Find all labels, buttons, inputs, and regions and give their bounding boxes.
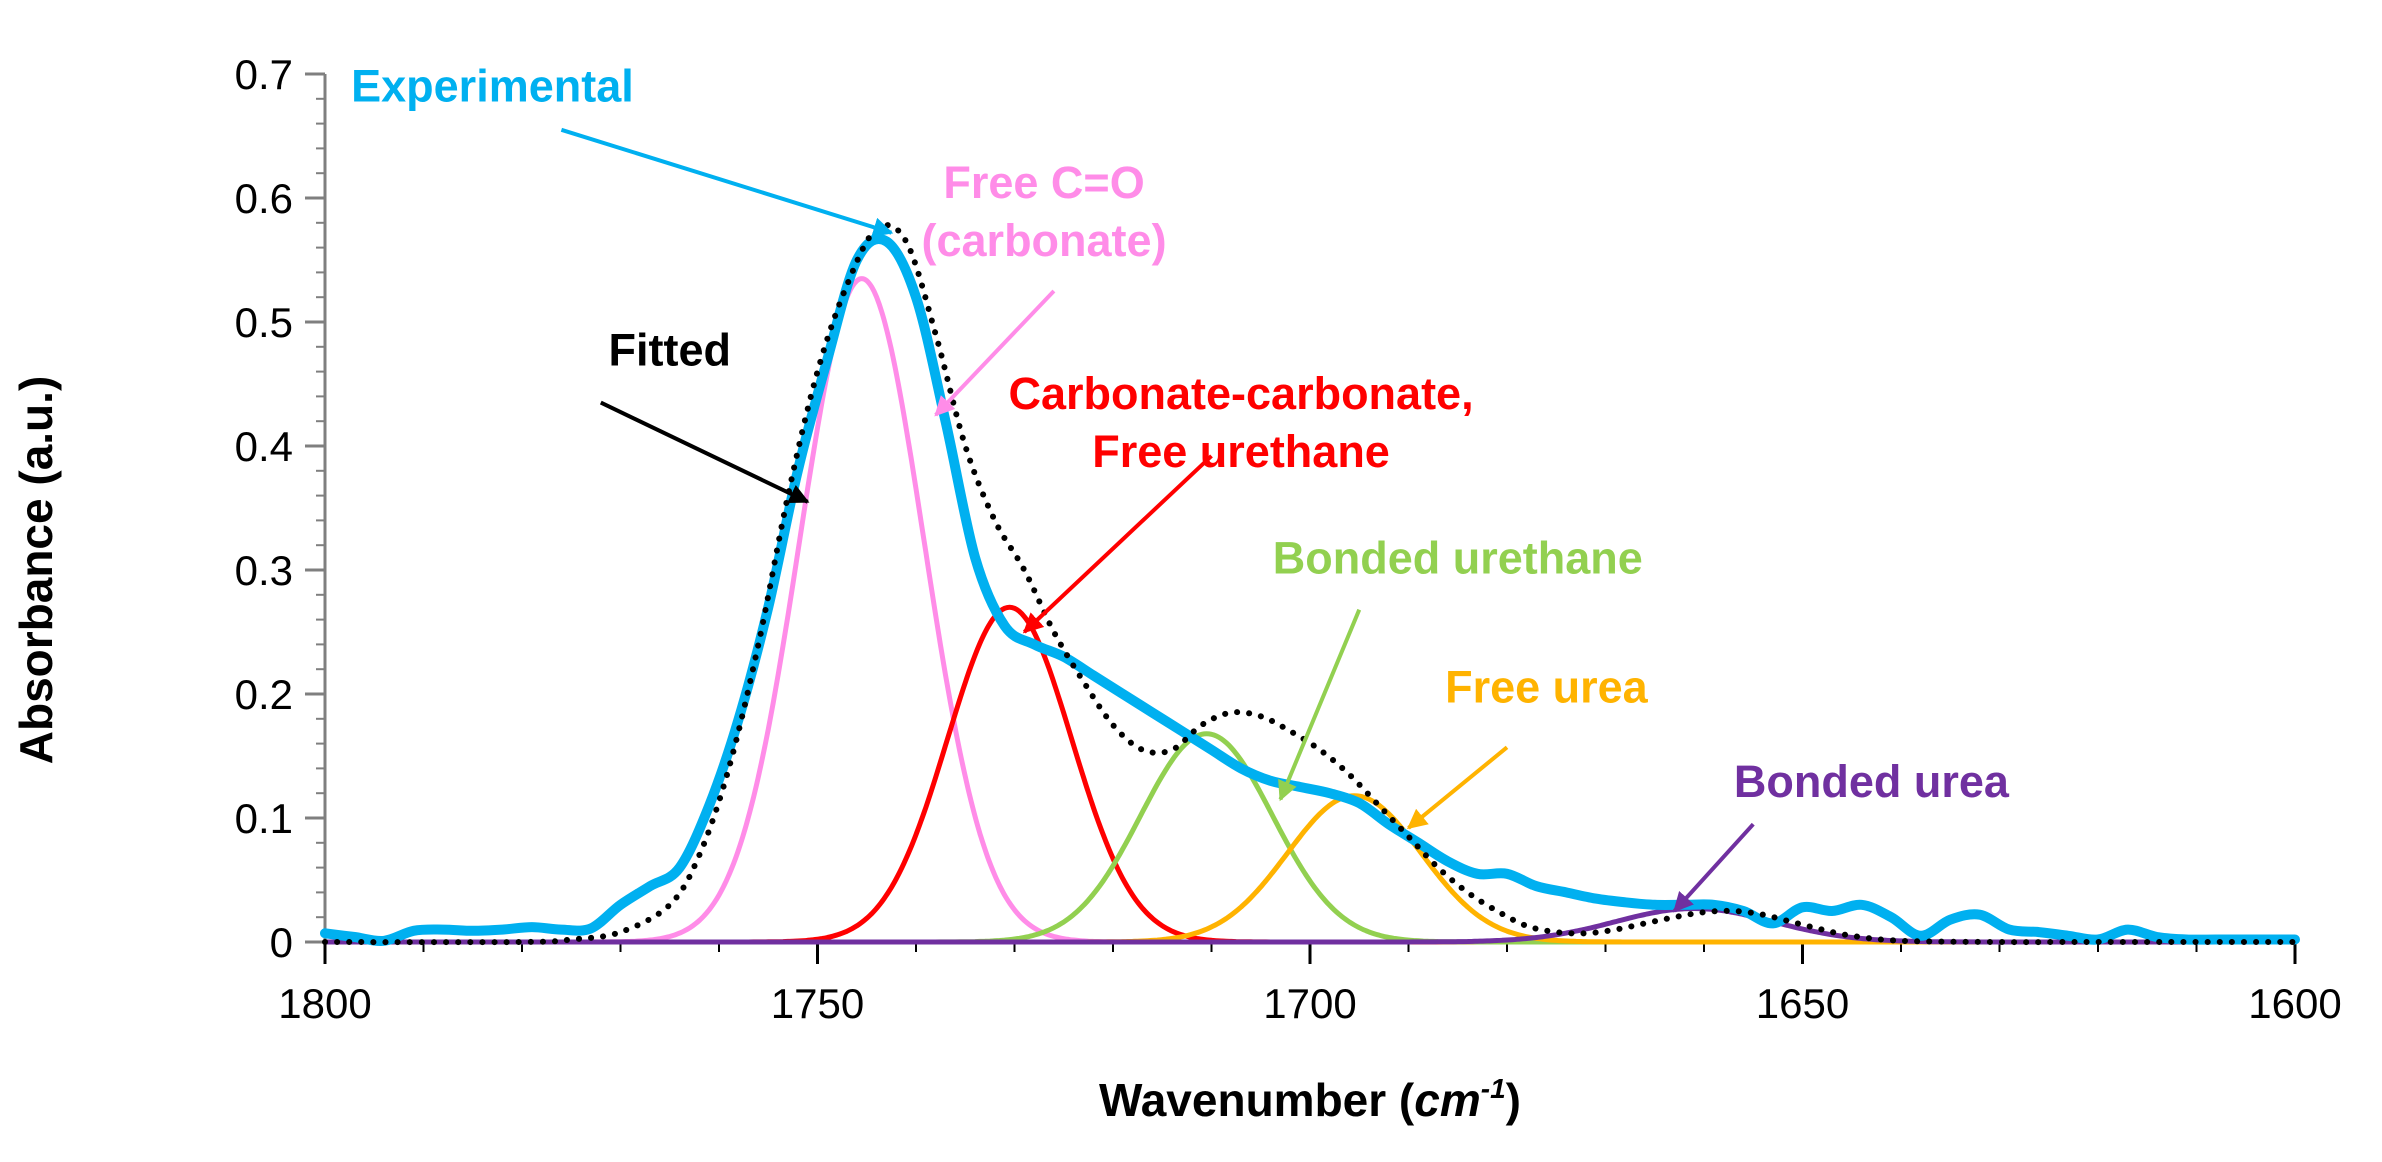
annotation-line: Experimental: [351, 60, 634, 111]
annotation-arrow-bonded-urea: [1672, 822, 1755, 913]
series-layer: [320, 222, 2300, 946]
y-tick-label: 0.6: [235, 175, 293, 222]
y-tick-label: 0.2: [235, 671, 293, 718]
y-tick-label: 0.3: [235, 547, 293, 594]
annotation-label-carbonate-carbonate: Carbonate-carbonate, Free urethane: [1008, 368, 1473, 477]
annotation-line: Fitted: [609, 324, 731, 375]
x-axis-title-paren-close: ): [1506, 1074, 1521, 1126]
annotation-arrow-carbonate-carbonate: [1022, 454, 1213, 634]
annotation-arrow-bonded-urethane: [1278, 608, 1362, 802]
x-axis-title-unit-exponent: -1: [1481, 1073, 1506, 1104]
x-axis-title: Wavenumber (cm-1): [1099, 1073, 1521, 1126]
y-axis-title: Absorbance (a.u.): [10, 376, 62, 765]
x-tick-label: 1700: [1263, 980, 1356, 1027]
annotation-arrow-fitted: [599, 400, 810, 504]
annotation-label-free-c-o: Free C=O (carbonate): [922, 157, 1167, 266]
y-tick-label: 0.7: [235, 51, 293, 98]
annotation-label-fitted: Fitted: [609, 324, 731, 375]
x-tick-label: 1600: [2248, 980, 2341, 1027]
annotation-line: Bonded urea: [1734, 756, 2010, 807]
x-tick-label: 1750: [771, 980, 864, 1027]
annotation-label-experimental: Experimental: [351, 60, 634, 111]
annotation-line: Free urethane: [1092, 426, 1390, 477]
annotation-line: Free C=O: [943, 157, 1144, 208]
annotation-label-bonded-urea: Bonded urea: [1734, 756, 2010, 807]
y-tick-label: 0.1: [235, 795, 293, 842]
annotation-arrow-free-urea: [1406, 745, 1509, 830]
annotation-line: Bonded urethane: [1273, 533, 1643, 584]
annotation-arrow-free-c-o: [934, 289, 1056, 417]
annotation-line: Carbonate-carbonate,: [1008, 368, 1473, 419]
x-tick-label: 1800: [278, 980, 371, 1027]
y-tick-label: 0: [270, 919, 293, 966]
annotation-layer: Experimental Free C=O (carbonate) Fitted Car…: [351, 60, 2010, 913]
axis-labels-layer: Absorbance (a.u.) Wavenumber (cm-1): [10, 376, 1521, 1126]
x-tick-label: 1650: [1756, 980, 1849, 1027]
annotation-label-bonded-urethane: Bonded urethane: [1273, 533, 1643, 584]
annotation-arrow-experimental: [560, 127, 894, 237]
y-tick-label: 0.5: [235, 299, 293, 346]
series-line-experimental: [320, 233, 2300, 946]
annotation-label-free-urea: Free urea: [1445, 662, 1649, 713]
annotation-line: (carbonate): [922, 215, 1167, 266]
x-axis-title-main: Wavenumber: [1099, 1074, 1386, 1126]
y-tick-label: 0.4: [235, 423, 293, 470]
x-axis-title-unit: cm: [1414, 1074, 1480, 1126]
x-axis-title-paren-open: (: [1386, 1074, 1415, 1126]
annotation-line: Free urea: [1445, 662, 1649, 713]
